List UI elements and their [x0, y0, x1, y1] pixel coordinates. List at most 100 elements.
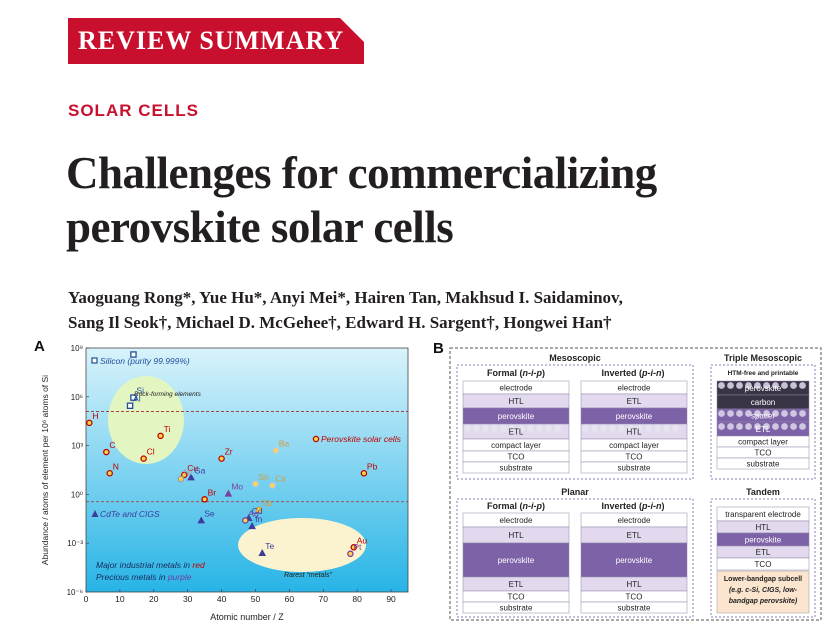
tandem-subcell-line1: Lower-bandgap subcell	[724, 576, 802, 583]
point-pb	[360, 470, 368, 477]
mesoporous-particle	[591, 425, 598, 432]
rarest-annotation: Rarest “metals”	[284, 572, 333, 579]
point-label-c: C	[109, 440, 115, 450]
mesoporous-particle	[600, 425, 607, 432]
meso-inverted-stack: electrode ETL perovskite HTL compact layer TC…	[580, 380, 688, 474]
mesoscopic-frame	[456, 364, 694, 480]
mesoporous-particle	[763, 410, 770, 417]
x-tick-label: 80	[352, 594, 362, 604]
mesoporous-particle	[718, 382, 725, 389]
mesoporous-particle	[790, 423, 797, 430]
tandem-subcell-line2: (e.g. c-Si, CIGS, low-	[729, 587, 798, 594]
mesoporous-particle	[772, 410, 779, 417]
x-tick-label: 70	[319, 594, 329, 604]
point-label-ni: Ni	[184, 467, 192, 477]
mesoporous-particle	[736, 423, 743, 430]
layer-label: substrate	[500, 604, 533, 613]
mesoporous-particle	[754, 410, 761, 417]
reference-lines	[86, 411, 408, 503]
point-ba	[272, 447, 280, 454]
layer-label: TCO	[508, 593, 525, 602]
silicon-annotation: Silicon (purity 99.999%)	[100, 356, 190, 366]
mesoporous-particle	[491, 425, 498, 432]
mesoporous-particle	[464, 425, 471, 432]
x-tick-label: 10	[115, 594, 125, 604]
abundance-chart: 0 10 20 30 40 50 60 70 80 9010⁹10⁶10³10⁰10⁻³10⁻⁶ …	[40, 344, 409, 622]
layer-label: TCO	[755, 560, 772, 569]
mesoporous-particle	[636, 425, 643, 432]
figure-a-label: A	[34, 338, 45, 355]
layer-label: HTL	[626, 580, 642, 589]
tandem-frame	[710, 498, 816, 618]
y-axis-label: Abundance / atoms of element per 10⁶ ato…	[40, 375, 50, 565]
point-silicon-pure	[130, 351, 137, 358]
layer-label: spacer	[751, 412, 775, 421]
point-label-cs: Cs	[275, 473, 285, 483]
perovskite-legend-marker	[312, 435, 320, 443]
tandem-subcell-line3: bandgap perovskite)	[729, 598, 798, 605]
point-br	[201, 496, 208, 503]
mesoporous-particle	[736, 382, 743, 389]
mesoporous-particle	[727, 382, 734, 389]
mesoporous-particle	[618, 425, 625, 432]
layer-label: compact layer	[491, 441, 541, 450]
point-label-pt: Pt	[353, 542, 362, 552]
layer-label: HTL	[626, 428, 642, 437]
layer-label: ETL	[627, 531, 642, 540]
layer-label: electrode	[500, 516, 533, 525]
mesoporous-particle	[718, 410, 725, 417]
layer-label: substrate	[618, 604, 651, 613]
mesoporous-particle	[736, 410, 743, 417]
layer-label: TCO	[508, 453, 525, 462]
point-ni	[177, 475, 185, 483]
figure-b-label: B	[433, 340, 444, 357]
layer-label: perovskite	[616, 556, 653, 565]
mesoporous-particle	[745, 410, 752, 417]
x-tick-label: 90	[386, 594, 396, 604]
mesoporous-particle	[772, 423, 779, 430]
layer-substrate	[716, 457, 810, 470]
x-tick-label: 20	[149, 594, 159, 604]
tandem-subcell	[716, 570, 810, 614]
layer-label: electrode	[618, 384, 651, 393]
section-topic: SOLAR CELLS	[68, 101, 199, 120]
rock-forming-annotation: Rock-forming elements	[134, 391, 202, 398]
point-label-pb: Pb	[367, 461, 378, 471]
point-zr	[218, 455, 225, 462]
point-cu	[181, 471, 188, 479]
mesoporous-particle	[727, 423, 734, 430]
point-se	[197, 516, 206, 524]
point-label-ag: Ag	[248, 508, 259, 518]
point-ti	[157, 432, 164, 440]
mesoporous-particle	[627, 425, 634, 432]
layer-label: HTL	[755, 523, 771, 532]
cdte-annotation: CdTe and CIGS	[100, 509, 160, 519]
y-tick-label: 10⁻³	[67, 539, 83, 548]
authors-line-2: Sang Il Seok†, Michael D. McGehee†, Edwa…	[68, 313, 612, 332]
point-cl	[140, 455, 147, 462]
point-label-ti: Ti	[164, 424, 171, 434]
mesoporous-particle	[763, 423, 770, 430]
perovskite-annotation: Perovskite solar cells	[321, 434, 402, 444]
mesoporous-particle	[527, 425, 534, 432]
mesoporous-particle	[781, 410, 788, 417]
silicon-legend-marker	[91, 357, 98, 364]
point-label-ga: Ga	[194, 465, 206, 475]
planar-inverted-stack: electrode ETL perovskite HTL TCO substrate	[580, 512, 688, 614]
layer-label: compact layer	[738, 438, 788, 447]
layer-label: perovskite	[616, 412, 653, 421]
layer-substrate	[462, 461, 570, 474]
mesoporous-particle	[727, 410, 734, 417]
mesoporous-particle	[663, 425, 670, 432]
mesoporous-particle	[745, 382, 752, 389]
point-si	[130, 394, 137, 401]
layer-substrate	[462, 601, 570, 614]
layer-substrate	[580, 601, 688, 614]
y-tick-label: 10⁶	[71, 393, 83, 402]
x-tick-label: 40	[217, 594, 227, 604]
y-tick-label: 10⁻⁶	[67, 588, 83, 597]
point-ag	[242, 517, 249, 524]
point-label-al: Al	[133, 394, 141, 404]
mesoporous-particle	[582, 425, 589, 432]
